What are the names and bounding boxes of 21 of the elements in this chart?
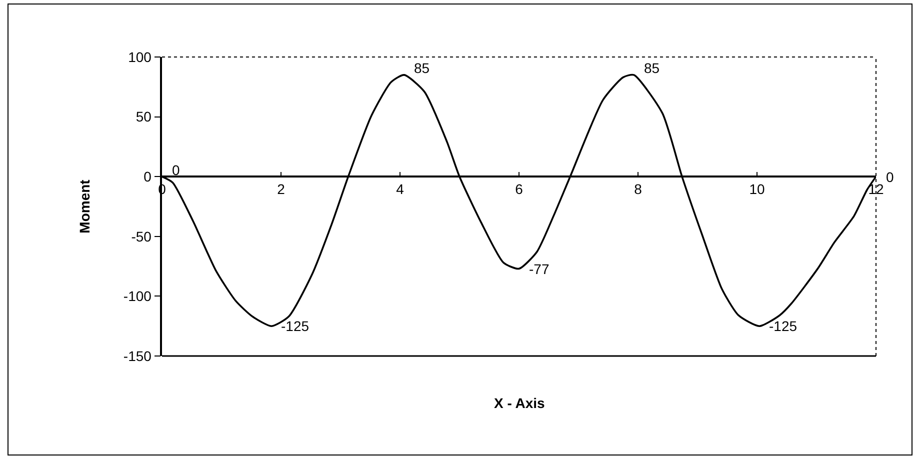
y-tick-label: -150 [123,348,152,364]
y-tick-label: 100 [128,48,152,65]
x-tick-label: 10 [749,181,765,198]
x-tick-label: 2 [277,181,286,198]
y-tick-label: -100 [123,288,152,304]
annotation: -125 [769,318,798,334]
annotation: 85 [644,60,660,76]
y-tick-label: -50 [131,228,152,244]
annotation: 0 [172,162,180,178]
annotation: -125 [281,318,310,334]
annotation: 0 [886,169,894,185]
y-axis-title: Moment [76,179,93,234]
x-tick-label: 4 [396,181,404,198]
y-tick-label: 0 [144,168,152,184]
annotation: -77 [529,261,550,277]
annotation: 85 [414,60,430,76]
x-axis-title: X - Axis [494,395,546,411]
y-tick-label: 50 [136,108,152,125]
x-tick-label: 12 [868,181,884,198]
x-tick-label: 6 [515,181,524,198]
x-tick-label: 8 [634,181,642,198]
